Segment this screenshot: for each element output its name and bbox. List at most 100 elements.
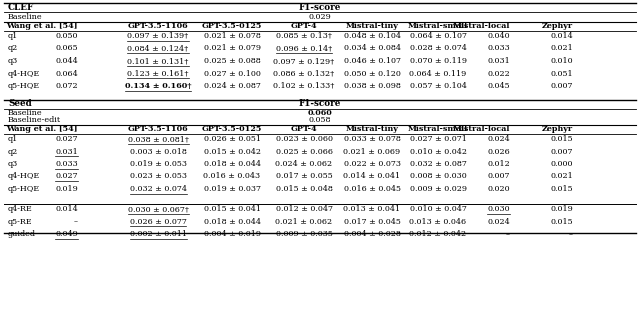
Text: 0.021 ± 0.078: 0.021 ± 0.078: [204, 32, 260, 40]
Text: 0.009 ± 0.035: 0.009 ± 0.035: [276, 230, 332, 238]
Text: 0.084 ± 0.124†: 0.084 ± 0.124†: [127, 45, 189, 52]
Text: 0.023 ± 0.060: 0.023 ± 0.060: [275, 135, 333, 143]
Text: 0.015: 0.015: [550, 135, 573, 143]
Text: 0.010 ± 0.042: 0.010 ± 0.042: [410, 148, 467, 155]
Text: guided: guided: [8, 230, 36, 238]
Text: 0.000: 0.000: [550, 160, 573, 168]
Text: 0.024 ± 0.062: 0.024 ± 0.062: [275, 160, 333, 168]
Text: Mistral-tiny: Mistral-tiny: [346, 125, 399, 133]
Text: 0.024 ± 0.087: 0.024 ± 0.087: [204, 82, 260, 90]
Text: 0.015: 0.015: [550, 185, 573, 193]
Text: 0.058: 0.058: [308, 116, 332, 124]
Text: 0.017 ± 0.055: 0.017 ± 0.055: [276, 173, 332, 180]
Text: 0.016 ± 0.045: 0.016 ± 0.045: [344, 185, 401, 193]
Text: 0.008 ± 0.030: 0.008 ± 0.030: [410, 173, 467, 180]
Text: 0.021: 0.021: [550, 45, 573, 52]
Text: Wang et al. [54]: Wang et al. [54]: [6, 22, 78, 30]
Text: 0.031: 0.031: [487, 57, 510, 65]
Text: 0.134 ± 0.160†: 0.134 ± 0.160†: [125, 82, 191, 90]
Text: 0.030 ± 0.067†: 0.030 ± 0.067†: [127, 205, 189, 213]
Text: GPT-3.5-1106: GPT-3.5-1106: [128, 125, 188, 133]
Text: 0.010 ± 0.047: 0.010 ± 0.047: [410, 205, 467, 213]
Text: 0.015 ± 0.042: 0.015 ± 0.042: [204, 148, 260, 155]
Text: 0.013 ± 0.046: 0.013 ± 0.046: [410, 217, 467, 226]
Text: 0.038 ± 0.081†: 0.038 ± 0.081†: [127, 135, 189, 143]
Text: 0.086 ± 0.132†: 0.086 ± 0.132†: [273, 70, 335, 77]
Text: q4-HQE: q4-HQE: [8, 173, 40, 180]
Text: 0.027: 0.027: [56, 173, 78, 180]
Text: 0.027 ± 0.100: 0.027 ± 0.100: [204, 70, 260, 77]
Text: 0.096 ± 0.14†: 0.096 ± 0.14†: [276, 45, 332, 52]
Text: 0.022: 0.022: [487, 70, 510, 77]
Text: 0.018 ± 0.044: 0.018 ± 0.044: [204, 160, 260, 168]
Text: 0.033: 0.033: [55, 160, 78, 168]
Text: Mistral-small: Mistral-small: [408, 22, 468, 30]
Text: F1-score: F1-score: [299, 100, 341, 108]
Text: 0.021 ± 0.062: 0.021 ± 0.062: [275, 217, 333, 226]
Text: 0.027: 0.027: [56, 135, 78, 143]
Text: 0.023 ± 0.053: 0.023 ± 0.053: [129, 173, 186, 180]
Text: 0.002 ± 0.011: 0.002 ± 0.011: [129, 230, 186, 238]
Text: 0.018 ± 0.044: 0.018 ± 0.044: [204, 217, 260, 226]
Text: 0.070 ± 0.119: 0.070 ± 0.119: [410, 57, 467, 65]
Text: 0.097 ± 0.129†: 0.097 ± 0.129†: [273, 57, 335, 65]
Text: 0.030: 0.030: [488, 205, 510, 213]
Text: 0.021: 0.021: [550, 173, 573, 180]
Text: CLEF: CLEF: [8, 3, 35, 12]
Text: 0.064: 0.064: [55, 70, 78, 77]
Text: 0.025 ± 0.066: 0.025 ± 0.066: [275, 148, 333, 155]
Text: q2: q2: [8, 148, 19, 155]
Text: 0.033: 0.033: [487, 45, 510, 52]
Text: 0.046 ± 0.107: 0.046 ± 0.107: [344, 57, 401, 65]
Text: 0.085 ± 0.13†: 0.085 ± 0.13†: [276, 32, 332, 40]
Text: –: –: [74, 217, 78, 226]
Text: 0.045: 0.045: [488, 82, 510, 90]
Text: q1: q1: [8, 135, 19, 143]
Text: 0.019: 0.019: [55, 185, 78, 193]
Text: 0.024: 0.024: [487, 135, 510, 143]
Text: 0.102 ± 0.133†: 0.102 ± 0.133†: [273, 82, 335, 90]
Text: 0.123 ± 0.161†: 0.123 ± 0.161†: [127, 70, 189, 77]
Text: 0.015 ± 0.048: 0.015 ± 0.048: [276, 185, 332, 193]
Text: 0.015 ± 0.041: 0.015 ± 0.041: [204, 205, 260, 213]
Text: 0.050 ± 0.120: 0.050 ± 0.120: [344, 70, 401, 77]
Text: Mistral-local: Mistral-local: [452, 22, 510, 30]
Text: 0.029: 0.029: [308, 13, 332, 21]
Text: 0.024: 0.024: [487, 217, 510, 226]
Text: q2: q2: [8, 45, 19, 52]
Text: 0.027 ± 0.071: 0.027 ± 0.071: [410, 135, 467, 143]
Text: 0.049: 0.049: [55, 230, 78, 238]
Text: 0.010: 0.010: [550, 57, 573, 65]
Text: 0.050: 0.050: [56, 32, 78, 40]
Text: 0.028 ± 0.074: 0.028 ± 0.074: [410, 45, 467, 52]
Text: 0.034 ± 0.084: 0.034 ± 0.084: [344, 45, 401, 52]
Text: GPT-3.5-0125: GPT-3.5-0125: [202, 125, 262, 133]
Text: GPT-3.5-0125: GPT-3.5-0125: [202, 22, 262, 30]
Text: Mistral-tiny: Mistral-tiny: [346, 22, 399, 30]
Text: F1-score: F1-score: [299, 3, 341, 12]
Text: 0.038 ± 0.098: 0.038 ± 0.098: [344, 82, 401, 90]
Text: 0.007: 0.007: [488, 173, 510, 180]
Text: 0.021 ± 0.079: 0.021 ± 0.079: [204, 45, 260, 52]
Text: q3: q3: [8, 57, 19, 65]
Text: Mistral-local: Mistral-local: [452, 125, 510, 133]
Text: 0.026: 0.026: [487, 148, 510, 155]
Text: 0.014: 0.014: [55, 205, 78, 213]
Text: 0.015: 0.015: [550, 217, 573, 226]
Text: 0.019 ± 0.037: 0.019 ± 0.037: [204, 185, 260, 193]
Text: –: –: [569, 230, 573, 238]
Text: 0.065: 0.065: [56, 45, 78, 52]
Text: GPT-4: GPT-4: [291, 125, 317, 133]
Text: 0.032 ± 0.087: 0.032 ± 0.087: [410, 160, 467, 168]
Text: 0.026 ± 0.051: 0.026 ± 0.051: [204, 135, 260, 143]
Text: 0.022 ± 0.073: 0.022 ± 0.073: [344, 160, 401, 168]
Text: 0.012: 0.012: [487, 160, 510, 168]
Text: 0.057 ± 0.104: 0.057 ± 0.104: [410, 82, 467, 90]
Text: q4-HQE: q4-HQE: [8, 70, 40, 77]
Text: 0.019: 0.019: [550, 205, 573, 213]
Text: 0.014 ± 0.041: 0.014 ± 0.041: [344, 173, 401, 180]
Text: Baseline: Baseline: [8, 109, 43, 117]
Text: 0.009 ± 0.029: 0.009 ± 0.029: [410, 185, 467, 193]
Text: 0.003 ± 0.018: 0.003 ± 0.018: [129, 148, 186, 155]
Text: Seed: Seed: [8, 100, 32, 108]
